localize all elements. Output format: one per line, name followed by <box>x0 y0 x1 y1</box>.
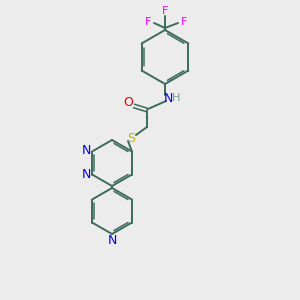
Text: F: F <box>162 6 168 16</box>
Text: S: S <box>127 133 135 146</box>
Text: O: O <box>123 97 133 110</box>
Text: N: N <box>81 144 91 157</box>
Text: N: N <box>107 235 117 248</box>
Text: H: H <box>172 93 180 103</box>
Text: N: N <box>163 92 173 104</box>
Text: N: N <box>81 168 91 181</box>
Text: F: F <box>145 17 151 27</box>
Text: F: F <box>181 17 187 27</box>
